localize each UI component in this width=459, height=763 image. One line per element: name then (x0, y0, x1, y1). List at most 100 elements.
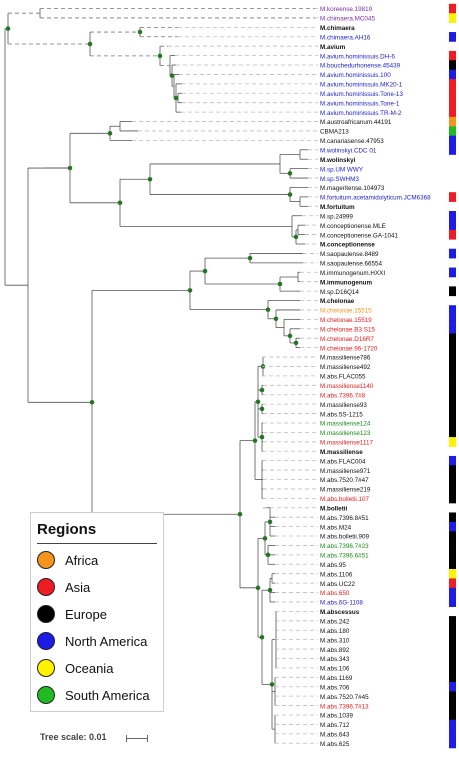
leaf-label: M.abs.7520.7#45 (320, 694, 369, 701)
leaf-label: M.abs.7520.7#47 (320, 477, 369, 484)
leaf-label: M.fortuitum (320, 204, 355, 211)
region-bar (449, 361, 456, 372)
leaf-label: M.saopaulense.8489 (320, 251, 379, 258)
leaf-label: M.mageritense.104973 (320, 185, 385, 192)
leaf-label: M.abs.1169 (320, 675, 353, 682)
leaf-label: M.abs.UC22 (320, 581, 355, 588)
region-bar (449, 437, 456, 447)
legend-label: Africa (65, 552, 99, 568)
leaf-label: M.bouchedurhonense.45439 (320, 63, 401, 70)
region-bar (449, 126, 456, 136)
leaf-label: M.fortuitum.acetamidolyticum.JCM6368 (320, 195, 431, 202)
region-bar (449, 634, 456, 645)
region-bar (449, 663, 456, 673)
leaf-label: M.sp.D16Q14 (320, 289, 359, 296)
region-bar (449, 408, 456, 419)
africa-swatch-icon (37, 551, 55, 569)
region-bar (449, 79, 456, 89)
leaf-label: CBMA213 (320, 129, 349, 136)
leaf-label: M.massiliense (320, 449, 363, 456)
leaf-label: M.abscessus (320, 609, 360, 616)
leaf-label: M.abs.106 (320, 666, 350, 673)
leaf-label: M.massiliense123 (320, 430, 371, 437)
leaf-label: M.abs.5S-1215 (320, 411, 363, 418)
leaf-label: M.abs.FLAC004 (320, 458, 366, 465)
leaf-label: M.abs.7396.7#23 (320, 543, 369, 550)
region-bar (449, 324, 456, 334)
leaf-label: M.chimaera (320, 25, 355, 32)
leaf-label: M.abs.7396.8#51 (320, 515, 369, 522)
region-bar (449, 418, 456, 428)
leaf-label: M.conceptionense (320, 242, 375, 249)
region-bar (449, 644, 456, 655)
legend-title: Regions (37, 521, 97, 538)
legend-label: Europe (65, 606, 107, 622)
leaf-label: M.chimaera.AH16 (320, 34, 371, 41)
legend-item-africa: Africa (37, 549, 98, 571)
bootstrap-node-icon (87, 41, 93, 47)
region-bar (449, 211, 456, 221)
bootstrap-node-icon (157, 53, 163, 59)
oceania-swatch-icon (37, 659, 55, 677)
region-bar (449, 380, 456, 391)
region-bar (449, 333, 456, 344)
leaf-label: M.immunogenum.HXXI (320, 270, 385, 277)
region-bar (449, 691, 456, 702)
leaf-label: M.sp.24999 (320, 213, 353, 220)
region-bar (449, 710, 456, 721)
region-bar (449, 455, 456, 466)
leaf-label: M.massiliense971 (320, 468, 371, 475)
region-bar (449, 521, 456, 532)
leaf-label: M.abs.1039 (320, 713, 353, 720)
region-bar (449, 305, 456, 315)
region-bar (449, 116, 456, 127)
leaf-label: M.sp.SWHM3 (320, 176, 359, 183)
region-bar (449, 700, 456, 711)
south-america-swatch-icon (37, 686, 55, 704)
leaf-label: M.avium (320, 44, 346, 51)
region-bar (449, 267, 456, 278)
legend-divider (37, 543, 157, 544)
region-bar (449, 390, 456, 400)
region-bar (449, 682, 456, 692)
region-bar (449, 50, 456, 61)
leaf-label: M.chelonae (320, 298, 355, 305)
region-bar (449, 32, 456, 42)
region-bar (449, 465, 456, 476)
leaf-label: M.canariasense.47953 (320, 138, 384, 145)
region-bar (449, 352, 456, 363)
region-bar (449, 578, 456, 589)
region-bar (449, 568, 456, 579)
leaf-label: M.conceptionense.MLE (320, 223, 386, 230)
leaf-label: M.chelonae.15519 (320, 317, 372, 324)
leaf-label: M.abs.95 (320, 562, 346, 569)
region-bar (449, 625, 456, 636)
leaf-label: M.massiliense786 (320, 355, 371, 362)
region-bar (449, 587, 456, 598)
leaf-label: M.abs.343 (320, 656, 350, 663)
region-bar (449, 540, 456, 551)
region-bar (449, 342, 456, 353)
region-bar (449, 484, 456, 494)
region-bar (449, 220, 456, 231)
leaf-label: M.immunogenum (320, 279, 373, 286)
region-bar (449, 97, 456, 108)
leaf-label: M.chelonae.96-1720 (320, 345, 378, 352)
legend-item-asia: Asia (37, 576, 90, 598)
region-bar (449, 13, 456, 23)
leaf-label: M.massiliense93 (320, 402, 367, 409)
region-bar (449, 493, 456, 504)
region-bar (449, 229, 456, 240)
leaf-label: M.abs.FLAC055 (320, 374, 366, 381)
legend-label: North America (65, 633, 148, 649)
leaf-label: M.abs.625 (320, 741, 350, 748)
legend-label: South America (65, 687, 150, 703)
leaf-label: M.avium.hominissuis.Tone-13 (320, 91, 403, 98)
leaf-label: M.austroafricanum.44191 (320, 119, 392, 126)
leaf-label: M.avium.hominissuis.DH-6 (320, 53, 395, 60)
region-bar (449, 597, 456, 607)
leaf-label: M.abs.7396.7#13 (320, 703, 369, 710)
region-bar (449, 474, 456, 485)
leaf-label: M.abs.892 (320, 647, 350, 654)
